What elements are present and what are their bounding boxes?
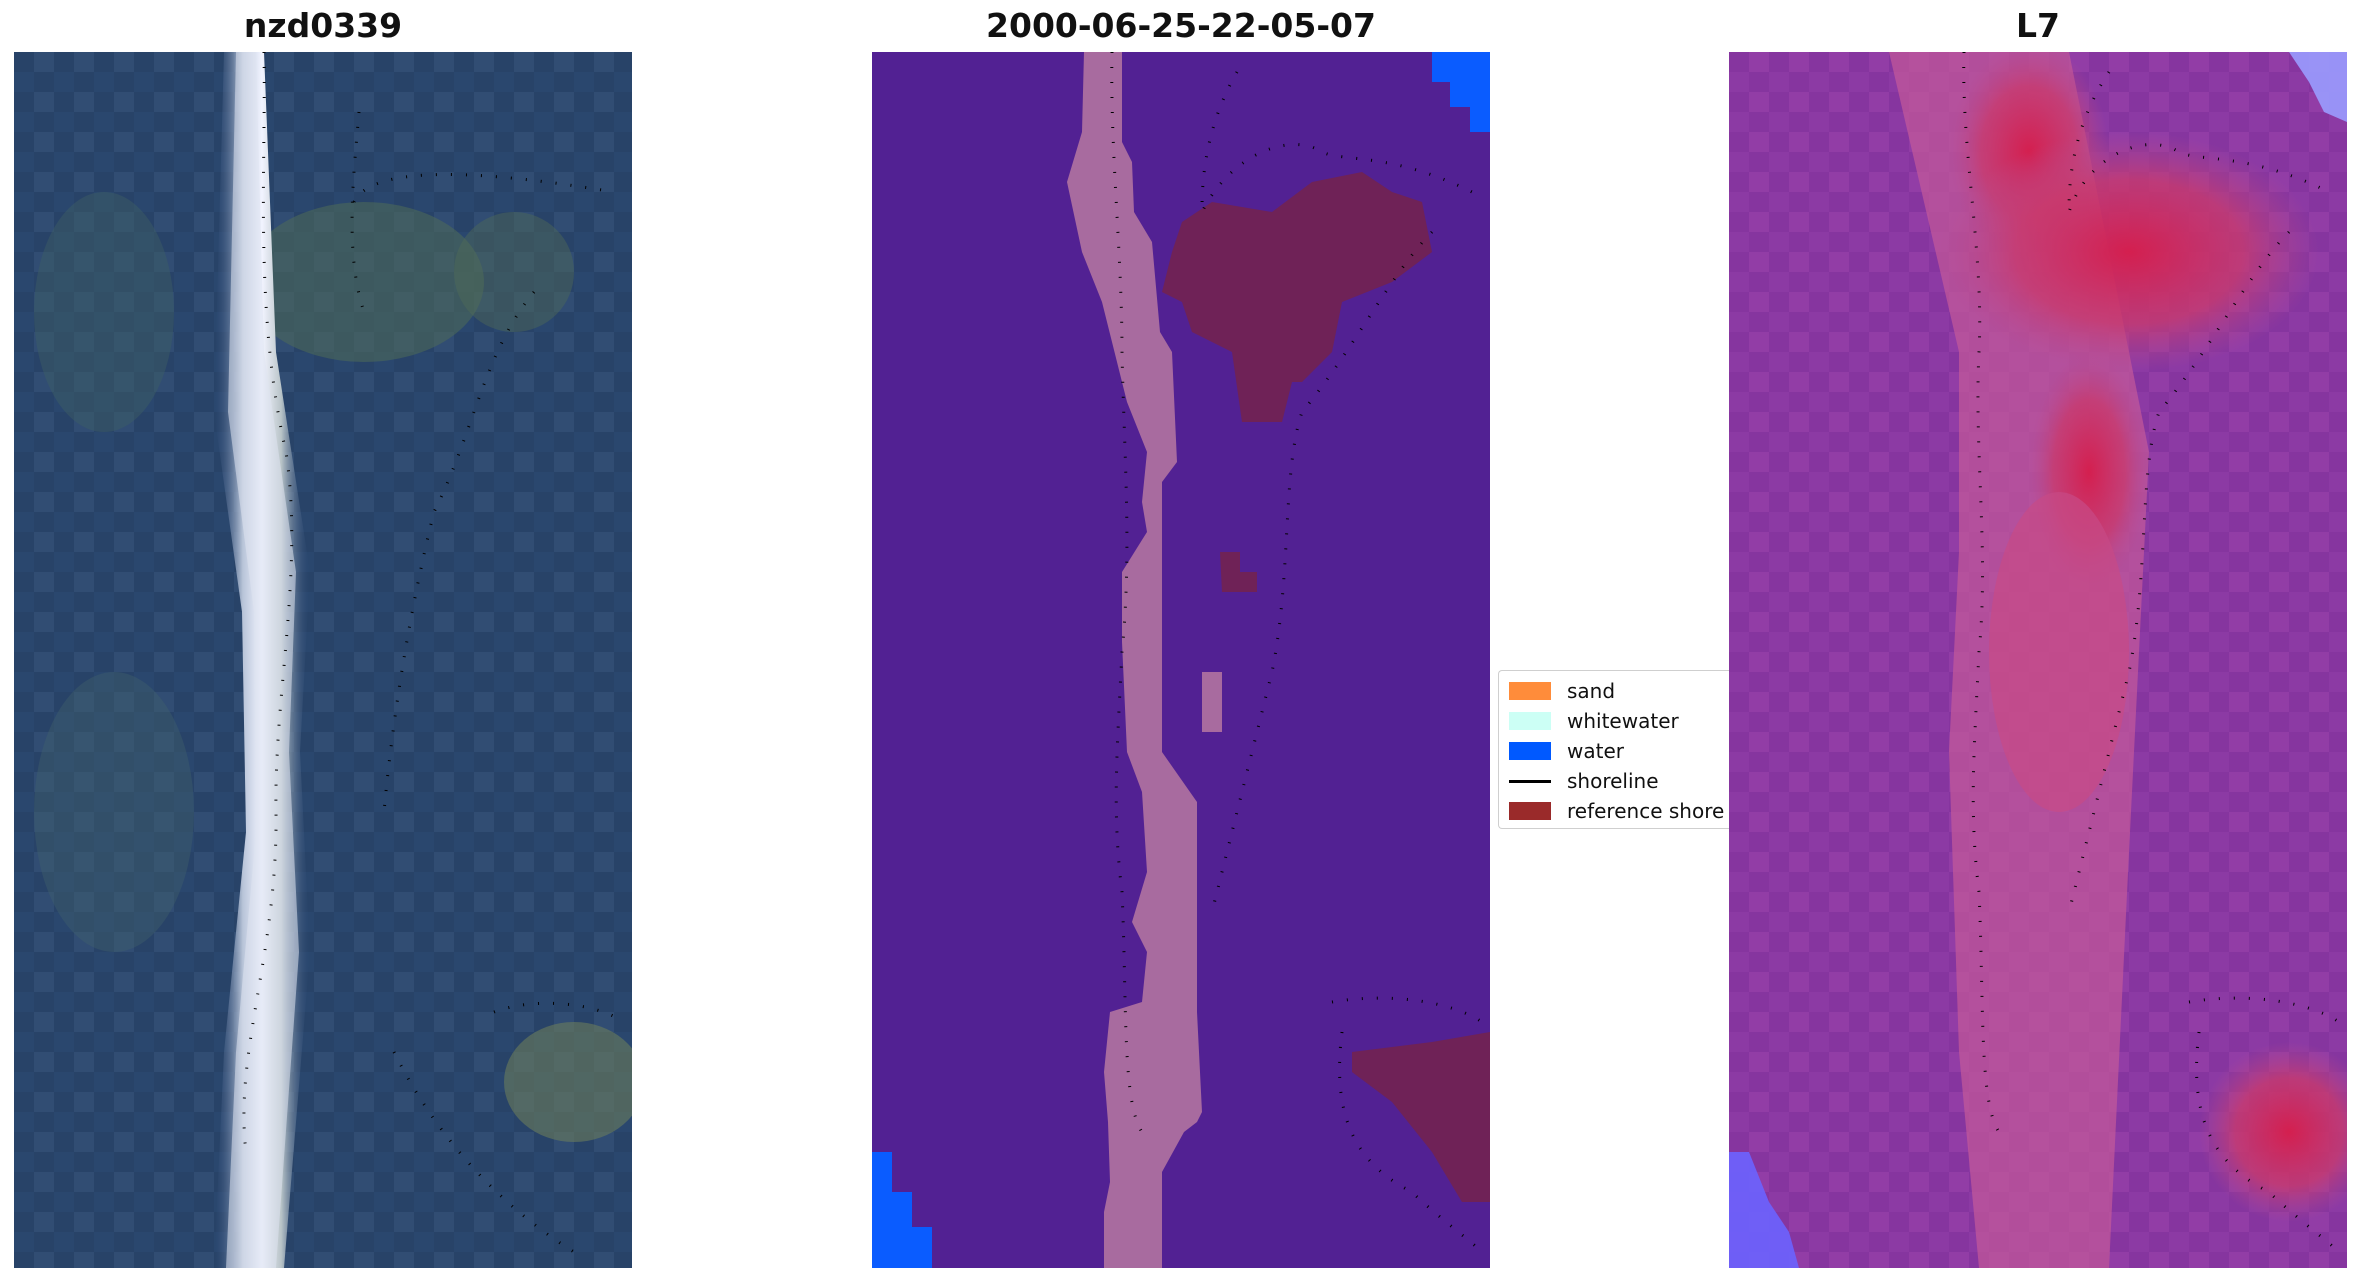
legend: sand whitewater water shoreline referenc… xyxy=(1498,670,1739,829)
legend-swatch-whitewater xyxy=(1509,712,1551,730)
legend-item-shoreline: shoreline xyxy=(1509,766,1659,796)
legend-swatch-sand xyxy=(1509,682,1551,700)
legend-swatch-reference-shore xyxy=(1509,802,1551,820)
legend-label-sand: sand xyxy=(1567,679,1616,703)
legend-label-reference-shore: reference shore xyxy=(1567,799,1725,823)
legend-label-water: water xyxy=(1567,739,1624,763)
legend-label-whitewater: whitewater xyxy=(1567,709,1679,733)
legend-item-whitewater: whitewater xyxy=(1509,706,1679,736)
legend-swatch-water xyxy=(1509,742,1551,760)
classified-image-panel xyxy=(872,52,1490,1268)
panel-title-classified: 2000-06-25-22-05-07 xyxy=(986,6,1376,45)
legend-item-reference-shore: reference shore xyxy=(1509,796,1724,826)
panel-title-index: L7 xyxy=(2016,6,2060,45)
rgb-image-panel xyxy=(14,52,632,1268)
index-image-panel xyxy=(1729,52,2347,1268)
legend-label-shoreline: shoreline xyxy=(1567,769,1659,793)
legend-swatch-shoreline xyxy=(1509,779,1551,783)
legend-item-sand: sand xyxy=(1509,676,1615,706)
panel-title-rgb: nzd0339 xyxy=(243,6,403,45)
legend-item-water: water xyxy=(1509,736,1624,766)
